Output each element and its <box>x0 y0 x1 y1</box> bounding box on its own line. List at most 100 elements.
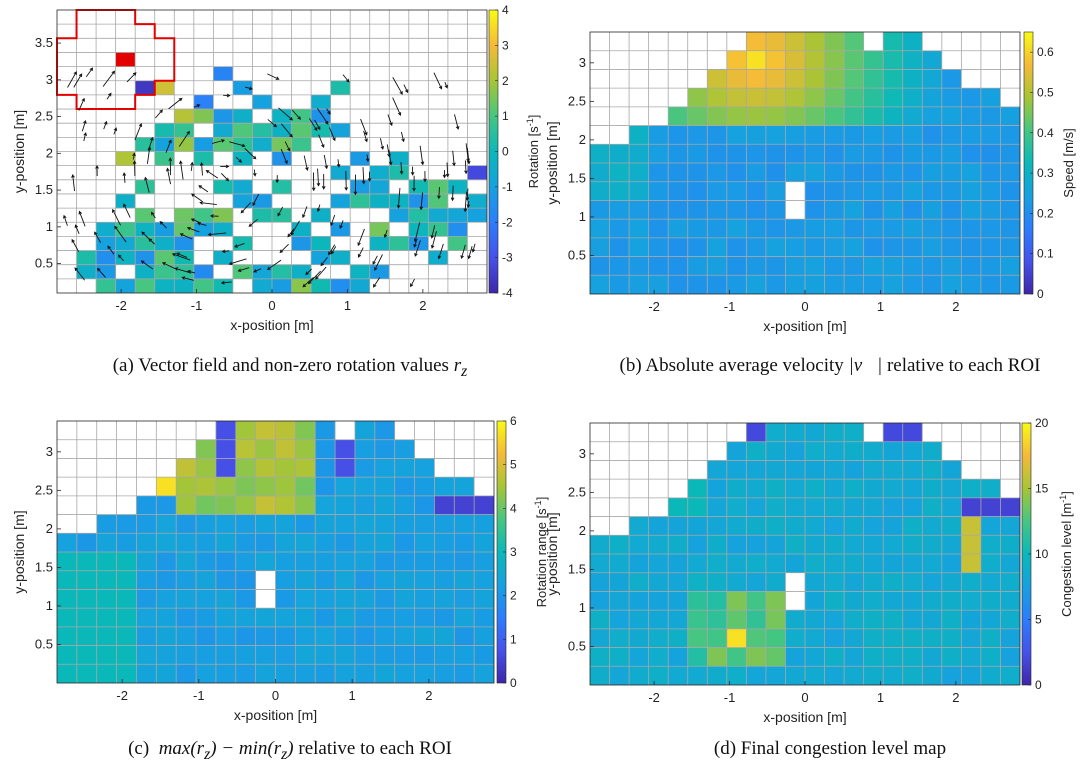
heatmap-cell <box>805 666 825 685</box>
heatmap-cell <box>941 200 962 220</box>
rotation-cell <box>408 193 429 209</box>
heatmap-cell <box>961 591 981 611</box>
rotation-cell <box>174 278 194 293</box>
heatmap-cell <box>609 256 630 276</box>
heatmap-cell <box>746 181 766 201</box>
heatmap-cell <box>629 628 649 648</box>
heatmap-cell <box>844 256 864 276</box>
velocity-arrow <box>379 138 385 150</box>
heatmap-cell <box>156 626 177 646</box>
heatmap-cell <box>785 50 805 70</box>
velocity-arrow <box>302 206 308 219</box>
heatmap-cell <box>196 608 216 627</box>
rotation-cell <box>369 193 390 209</box>
velocity-arrow <box>460 244 466 260</box>
rotation-cell <box>389 151 409 166</box>
heatmap-cell <box>394 608 415 627</box>
heatmap-cell <box>668 497 688 517</box>
caption-a: (a) Vector field and non-zero rotation v… <box>112 355 468 380</box>
heatmap-cell <box>687 181 708 201</box>
heatmap-cell <box>824 591 845 611</box>
heatmap-cell <box>824 275 845 294</box>
heatmap-cell <box>961 516 981 536</box>
heatmap-cell <box>96 645 117 665</box>
heatmap-cell <box>96 608 117 627</box>
velocity-arrow <box>403 84 409 94</box>
heatmap-cell <box>57 664 77 683</box>
heatmap-cell <box>354 552 375 571</box>
heatmap-cell <box>824 610 845 629</box>
heatmap-cell <box>902 181 923 201</box>
heatmap-cell <box>295 477 316 496</box>
heatmap-cell <box>136 514 157 534</box>
rotation-cell <box>96 278 116 293</box>
heatmap-cell <box>629 610 649 629</box>
velocity-arrow <box>278 107 294 121</box>
heatmap-cell <box>434 495 455 515</box>
heatmap-cell <box>922 125 942 145</box>
heatmap-cell <box>116 589 137 609</box>
velocity-arrow <box>244 86 253 91</box>
heatmap-cell <box>176 626 197 646</box>
velocity-arrow <box>151 211 156 219</box>
heatmap-cell <box>824 441 845 461</box>
heatmap-cell <box>590 572 610 592</box>
rotation-cell <box>96 222 116 237</box>
heatmap-cell <box>335 608 355 627</box>
heatmap-cell <box>941 460 962 480</box>
velocity-arrow <box>220 280 232 285</box>
heatmap-cell <box>765 219 786 238</box>
heatmap-cell <box>941 69 962 89</box>
heatmap-cell <box>824 647 845 667</box>
velocity-arrow <box>266 259 282 271</box>
heatmap-cell <box>805 275 825 294</box>
heatmap-cell <box>354 477 375 496</box>
heatmap-cell <box>941 125 962 145</box>
rotation-cell <box>174 123 194 138</box>
velocity-arrow <box>328 244 336 256</box>
heatmap-cell <box>315 664 336 683</box>
heatmap-cell <box>726 516 747 536</box>
rotation-cell <box>408 179 429 194</box>
rotation-cell <box>291 109 312 124</box>
y-tick-label: 1.5 <box>568 561 586 576</box>
heatmap-cell <box>629 256 649 276</box>
heatmap-cell <box>609 219 630 238</box>
heatmap-cell <box>176 552 197 571</box>
heatmap-cell <box>785 647 805 667</box>
heatmap-cell <box>590 219 610 238</box>
heatmap-cell <box>156 645 177 665</box>
heatmap-cell <box>961 479 981 498</box>
heatmap-cell <box>414 552 435 571</box>
heatmap-cell <box>805 554 825 573</box>
heatmap-cell <box>863 88 884 107</box>
rotation-cell <box>311 250 331 265</box>
heatmap-cell <box>844 275 864 294</box>
heatmap-cell <box>961 610 981 629</box>
heatmap-cell <box>746 572 766 592</box>
heatmap-cell <box>961 647 981 667</box>
velocity-arrow <box>336 159 341 168</box>
velocity-arrow <box>63 214 68 226</box>
heatmap-cell <box>687 516 708 536</box>
heatmap-cell <box>922 256 942 276</box>
y-tick-label: 0.5 <box>568 638 586 653</box>
velocity-arrow <box>326 108 331 115</box>
rotation-cell <box>96 250 116 265</box>
heatmap-cell <box>648 554 669 573</box>
heatmap-cell <box>707 88 727 107</box>
velocity-arrow <box>179 160 184 180</box>
y-axis-label: y-position [m] <box>11 510 27 593</box>
heatmap-cell <box>215 477 236 496</box>
rotation-cell <box>154 264 175 279</box>
rotation-cell <box>350 278 370 293</box>
heatmap-cell <box>96 626 117 646</box>
heatmap-cell <box>902 423 923 442</box>
heatmap-cell <box>687 106 708 126</box>
heatmap-cell <box>687 275 708 294</box>
velocity-arrow <box>134 123 143 141</box>
heatmap-cell <box>765 554 786 573</box>
rotation-cell <box>369 222 390 237</box>
heatmap-cell <box>295 533 316 552</box>
heatmap-cell <box>844 106 864 126</box>
